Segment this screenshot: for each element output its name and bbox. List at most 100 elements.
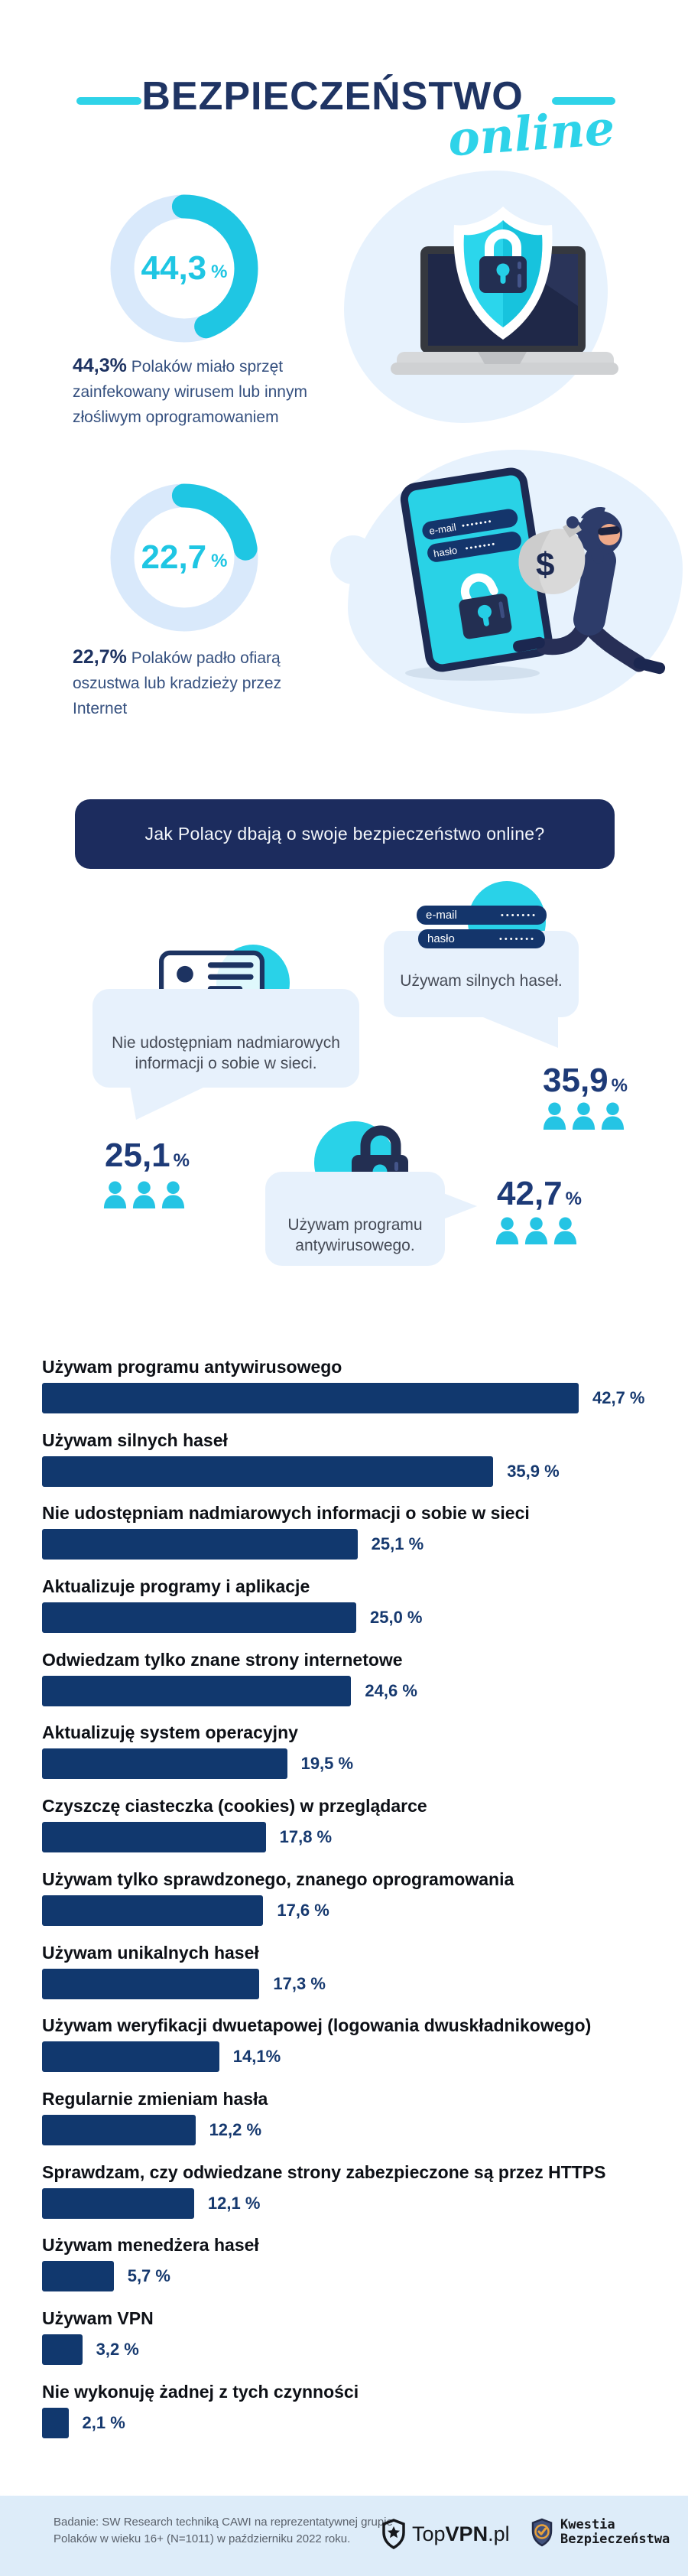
bar-label: Regularnie zmieniam hasła: [42, 2088, 268, 2109]
bar: [42, 1602, 356, 1634]
bar: [42, 2187, 194, 2219]
bar-value: 12,2 %: [209, 2119, 262, 2139]
donut-value: 44,3: [141, 249, 207, 287]
bar-row: Regularnie zmieniam hasła 12,2 %: [42, 2087, 654, 2161]
shield-star-icon: [382, 2519, 405, 2549]
section-banner: Jak Polacy dbają o swoje bezpieczeństwo …: [75, 799, 615, 869]
bubble-tail: [130, 1086, 206, 1120]
bar-row: Używam VPN 3,2 %: [42, 2307, 654, 2380]
page-title-script: online: [446, 99, 617, 168]
phone-thief-illustration: e-mail ••••••• hasło •••••••: [400, 467, 666, 681]
phone-password-label: hasło: [433, 545, 458, 560]
bar-row: Używam tylko sprawdzonego, znanego oprog…: [42, 1868, 654, 1941]
bar-label: Aktualizuję system operacyjny: [42, 1722, 298, 1743]
bubble-tail: [443, 1193, 477, 1219]
lock-shackle-icon: [485, 229, 521, 261]
bar: [42, 2114, 196, 2145]
person-icon: [553, 1217, 577, 1244]
bar-row: Nie udostępniam nadmiarowych informacji …: [42, 1501, 654, 1575]
phone-password-field: [427, 532, 521, 562]
dollar-sign: $: [536, 546, 554, 584]
topvpn-logo: TopVPN.pl: [381, 2519, 510, 2549]
title-dash-left: [76, 97, 141, 105]
bubble-text: Nie udostępniam nadmiarowych informacji …: [112, 1034, 340, 1072]
bubble-text: Używam silnych haseł.: [400, 972, 563, 990]
bar-row: Sprawdzam, czy odwiedzane strony zabezpi…: [42, 2161, 654, 2234]
bar-label: Używam silnych haseł: [42, 1429, 228, 1450]
shield-check-icon: [531, 2518, 553, 2547]
person-icon: [495, 1217, 519, 1244]
bubble-text: Używam programu antywirusowego.: [287, 1216, 423, 1254]
open-lock-shackle-icon: [460, 573, 498, 607]
caption-infected: 44,3% Polaków miało sprzęt zainfekowany …: [73, 355, 307, 426]
person-icon: [543, 1102, 566, 1130]
bar-label: Używam weryfikacji dwuetapowej (logowani…: [42, 2015, 592, 2036]
laptop-shield-illustration: [391, 207, 618, 375]
bar-value: 5,7 %: [127, 2266, 170, 2286]
persons-row: [102, 1180, 187, 1208]
bar-value: 25,0 %: [370, 1608, 423, 1628]
bar: [42, 1383, 579, 1413]
donut-arc: [110, 194, 258, 343]
stat-no-oversharing: 25,1 %: [105, 1137, 190, 1174]
bar-chart: Używam programu antywirusowego 42,7 % Używ…: [42, 1355, 654, 2453]
bar-value: 17,3 %: [273, 1973, 326, 1993]
title-dash-right: [552, 97, 615, 105]
email-field-icon: e-mail •••••••: [417, 906, 547, 925]
bar-value: 3,2 %: [96, 2339, 139, 2359]
bar: [42, 2407, 69, 2438]
bubble-no-oversharing: Nie udostępniam nadmiarowych informacji …: [92, 989, 359, 1088]
bar-row: Aktualizuję system operacyjny 19,5 %: [42, 1721, 654, 1794]
blob-accent: [330, 535, 376, 584]
thief-figure: $: [513, 507, 666, 675]
caption-fraud: 22,7% Polaków padło ofiarą oszustwa lub …: [73, 646, 282, 717]
bubble-antivirus: Używam programu antywirusowego.: [265, 1172, 445, 1266]
bar-label: Używam unikalnych haseł: [42, 1942, 259, 1963]
bar: [42, 2334, 83, 2365]
donut-value: 22,7: [141, 538, 207, 576]
person-icon: [572, 1102, 596, 1130]
page-title: BEZPIECZEŃSTWO: [141, 74, 524, 119]
bar-label: Używam programu antywirusowego: [42, 1357, 342, 1377]
bubble-tail: [479, 1016, 558, 1048]
donut-chart-fraud: 22,7 %: [109, 483, 259, 633]
persons-row: [494, 1216, 579, 1244]
bar-value: 25,1 %: [371, 1534, 424, 1554]
phone-email-field: [422, 509, 518, 540]
bar: [42, 1529, 358, 1560]
stat-antivirus: 42,7 %: [497, 1175, 582, 1212]
caption-bold-value: 44,3%: [73, 355, 127, 376]
person-icon: [103, 1181, 127, 1208]
bar-label: Używam tylko sprawdzonego, znanego oprog…: [42, 1869, 514, 1889]
bar-label: Aktualizuje programy i aplikacje: [42, 1576, 310, 1597]
bar-value: 19,5 %: [300, 1754, 354, 1774]
caption-bold-value: 22,7%: [73, 646, 127, 668]
bar-label: Używam VPN: [42, 2308, 154, 2328]
bar-value: 24,6 %: [365, 1680, 417, 1700]
kwestia-bezpieczenstwa-logo: Kwestia Bezpieczeństwa: [530, 2518, 670, 2547]
stat-strong-passwords: 35,9 %: [543, 1062, 628, 1099]
bar-value: 2,1 %: [82, 2412, 125, 2432]
bar-label: Używam menedżera haseł: [42, 2235, 259, 2256]
person-icon: [132, 1181, 156, 1208]
banner-text: Jak Polacy dbają o swoje bezpieczeństwo …: [144, 824, 545, 844]
persons-row: [541, 1101, 626, 1130]
bar-row: Używam weryfikacji dwuetapowej (logowani…: [42, 2014, 654, 2087]
bar-row: Używam unikalnych haseł 17,3 %: [42, 1941, 654, 2015]
password-field-icon: hasło •••••••: [418, 929, 545, 948]
bar-row: Nie wykonuję żadnej z tych czynności 2,1 …: [42, 2380, 654, 2454]
donut-chart-infected: 44,3 %: [109, 194, 259, 343]
bar: [42, 1748, 287, 1780]
bar-row: Aktualizuje programy i aplikacje 25,0 %: [42, 1575, 654, 1648]
person-icon: [601, 1102, 625, 1130]
bar: [42, 1675, 352, 1706]
bar-row: Czyszczę ciasteczka (cookies) w przegląd…: [42, 1794, 654, 1868]
bar-row: Używam silnych haseł 35,9 %: [42, 1429, 654, 1502]
bar-label: Odwiedzam tylko znane strony internetowe: [42, 1649, 403, 1670]
donut-arc: [110, 483, 258, 632]
bar: [42, 1456, 494, 1487]
percent-sign: %: [211, 262, 228, 282]
bar: [42, 1822, 266, 1853]
bar-label: Czyszczę ciasteczka (cookies) w przegląd…: [42, 1796, 427, 1817]
